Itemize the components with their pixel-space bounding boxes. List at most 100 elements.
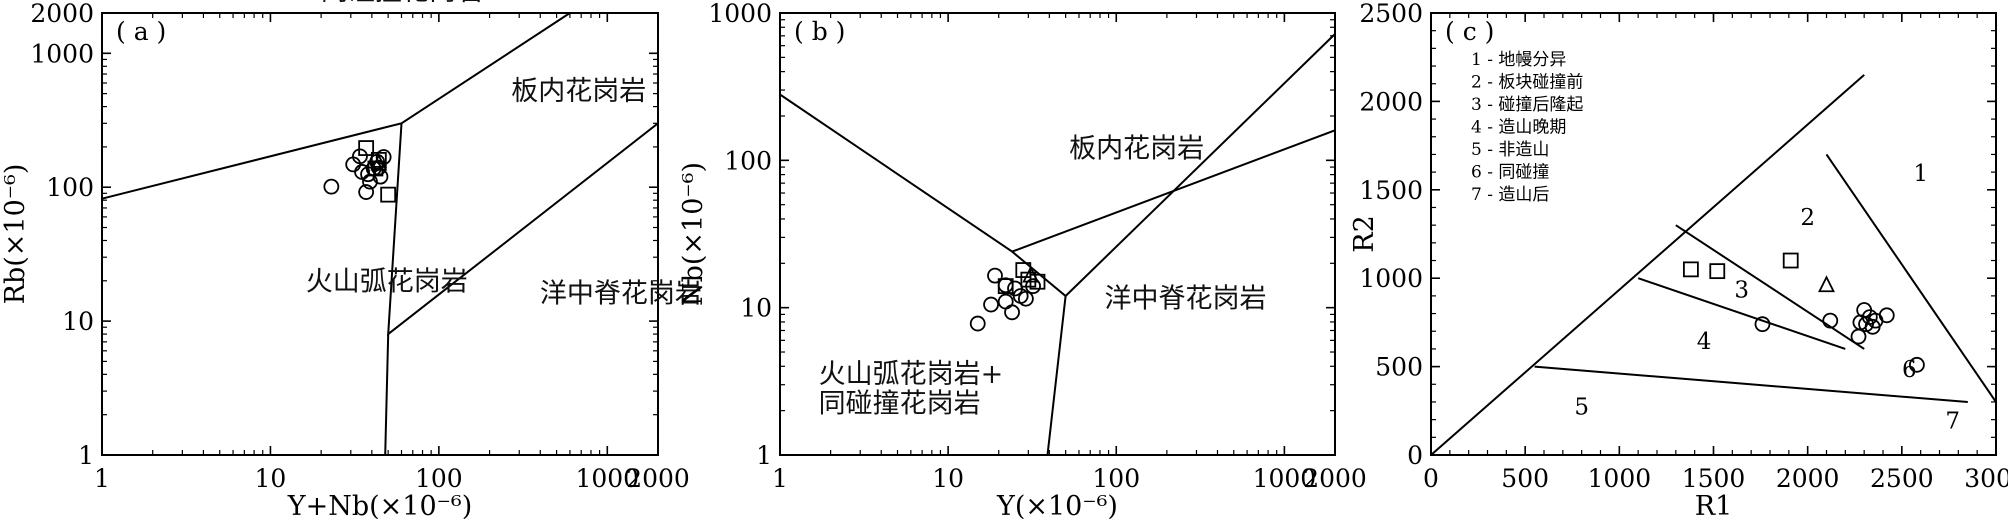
field-label: 洋中脊花岗岩: [1104, 284, 1266, 315]
x-tick-label: 2000: [626, 464, 690, 493]
data-point-square: [380, 186, 397, 203]
x-tick-label: 100: [415, 464, 463, 493]
x-axis-label: R1: [1695, 491, 1733, 519]
data-point-circle: [1878, 307, 1895, 324]
data-point-triangle: [1022, 265, 1040, 283]
field-label: 同碰撞花岗岩: [819, 388, 981, 419]
x-tick-label: 1500: [1682, 464, 1746, 493]
data-point-square: [1709, 263, 1726, 280]
field-boundary: [779, 33, 1336, 298]
legend-entry: 2 - 板块碰撞前: [1471, 73, 1583, 93]
field-boundary: [101, 12, 571, 200]
field-boundary: [1534, 365, 1968, 403]
x-tick-label: 1000: [575, 464, 639, 493]
x-tick-label: 500: [1501, 464, 1549, 493]
y-tick-label: 1500: [1359, 176, 1423, 205]
region-label: 2: [1800, 205, 1815, 231]
data-point-circle: [997, 293, 1014, 310]
plot-frame: [779, 12, 1336, 456]
y-tick-label: 2000: [1359, 87, 1423, 116]
region-label: 5: [1574, 394, 1589, 420]
field-label: 火山弧花岗岩: [306, 266, 468, 297]
field-boundary: [1675, 224, 1865, 350]
data-point-circle: [1909, 356, 1925, 373]
data-point-square: [997, 278, 1014, 295]
x-axis-label: Y(×10⁻⁶): [996, 491, 1118, 519]
y-tick-label: 1000: [708, 0, 772, 28]
region-label: 4: [1697, 329, 1712, 355]
region-label: 7: [1945, 408, 1960, 434]
data-point-circle: [358, 184, 375, 200]
y-axis-label: Rb(×10⁻⁶): [0, 164, 31, 305]
legend-entry: 6 - 同碰撞: [1471, 163, 1549, 183]
x-tick-label: 1: [772, 464, 788, 493]
data-point-square: [370, 151, 387, 168]
field-label: 火山弧花岗岩+: [819, 359, 1004, 390]
y-tick-label: 500: [1375, 353, 1423, 382]
data-point-circle: [323, 178, 340, 195]
legend-entry: 1 - 地幔分异: [1471, 50, 1566, 70]
data-point-circle: [1017, 290, 1034, 307]
field-boundary: [384, 334, 390, 456]
y-tick-label: 1000: [1359, 264, 1423, 293]
panel-label: ( a ): [116, 17, 166, 46]
y-axis-label: R2: [1349, 215, 1380, 253]
y-tick-label: 10: [740, 294, 772, 323]
legend-entry: 3 - 碰撞后隆起: [1471, 95, 1583, 115]
field-boundary: [1637, 277, 1846, 350]
data-point-circle: [1754, 316, 1771, 333]
plot-frame: [101, 12, 659, 456]
legend-entry: 4 - 造山晚期: [1471, 118, 1566, 138]
y-tick-label: 2000: [30, 0, 94, 28]
y-tick-label: 100: [46, 173, 94, 202]
field-boundary: [1825, 153, 1997, 403]
y-axis-label: Nb(×10⁻⁶): [678, 162, 709, 306]
x-tick-label: 2500: [1870, 464, 1934, 493]
field-label: 板内花岗岩: [1069, 133, 1204, 164]
chart-panel-1: 1 10 100 1000200011010010002000Y+Nb(×10⁻⁶)R…: [0, 0, 702, 519]
data-point-square: [1683, 261, 1699, 278]
x-tick-label: 10: [932, 464, 964, 493]
y-tick-label: 10: [62, 307, 94, 336]
data-point-circle: [987, 267, 1003, 284]
data-point-circle: [1850, 328, 1867, 345]
y-tick-label: 1: [756, 441, 772, 470]
data-point-square: [358, 140, 375, 156]
field-boundary: [1046, 295, 1067, 456]
y-tick-label: 2500: [1359, 0, 1423, 28]
data-point-circle: [1822, 312, 1839, 329]
data-point-circle: [997, 277, 1014, 294]
y-tick-label: 1: [78, 441, 94, 470]
x-tick-label: 1000: [1253, 464, 1317, 493]
field-label: 洋中脊花岗岩: [540, 278, 702, 309]
x-tick-label: 0: [1423, 464, 1439, 493]
panel-label: ( b ): [794, 17, 845, 46]
panel-label: ( c ): [1445, 17, 1494, 46]
x-tick-label: 2000: [1776, 464, 1840, 493]
region-label: 6: [1902, 357, 1917, 383]
x-tick-label: 10: [255, 464, 287, 493]
legend-entry: 5 - 非造山: [1471, 140, 1549, 160]
region-label: 3: [1734, 278, 1749, 304]
x-tick-label: 2000: [1303, 464, 1367, 493]
legend-entry: 7 - 造山后: [1471, 185, 1549, 205]
x-tick-label: 100: [1092, 464, 1140, 493]
region-label: 1: [1913, 161, 1928, 187]
field-boundary: [1011, 129, 1336, 253]
x-tick-label: 1: [94, 464, 110, 493]
data-point-circle: [1004, 304, 1020, 321]
data-point-triangle: [370, 153, 388, 171]
y-tick-label: 0: [1407, 441, 1423, 470]
field-boundary: [1430, 74, 1865, 456]
chart-panel-2: 1 10 100 100020001101001000Y(×10⁻⁶)Nb(×10⁻⁶…: [678, 0, 1367, 519]
data-point-square: [1782, 252, 1799, 269]
field-label: 板内花岗岩: [511, 76, 646, 107]
field-label: 同碰撞花岗岩: [321, 0, 483, 7]
y-tick-label: 1000: [30, 39, 94, 68]
y-tick-label: 100: [724, 146, 772, 175]
data-point-circle: [983, 296, 999, 313]
data-point-circle: [969, 315, 986, 332]
